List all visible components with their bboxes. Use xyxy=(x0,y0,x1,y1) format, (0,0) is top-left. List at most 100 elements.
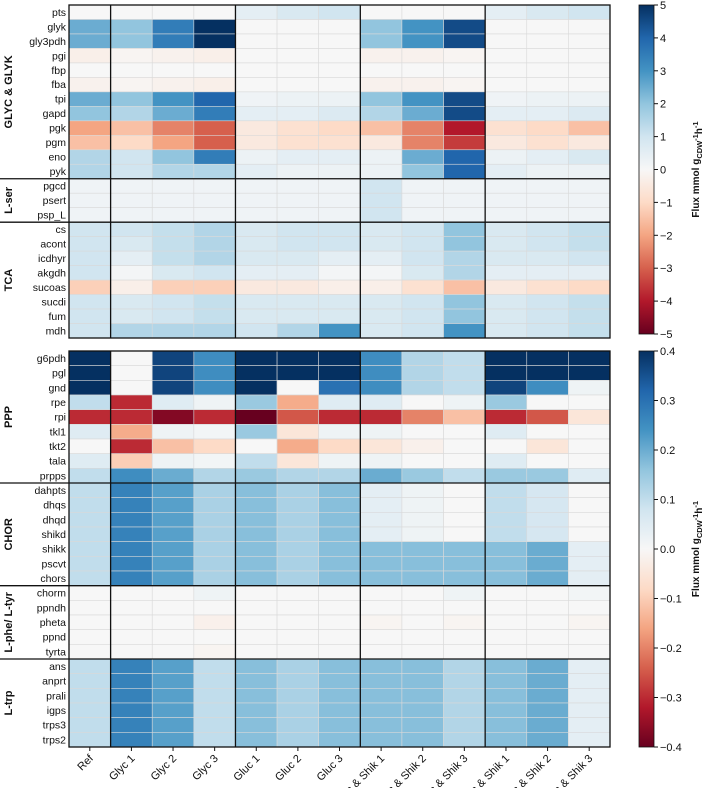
heatmap-cell xyxy=(443,526,486,542)
heatmap-cell xyxy=(235,556,278,572)
heatmap-cell xyxy=(318,279,361,295)
heatmap-cell xyxy=(443,702,486,718)
heatmap-panel-2: g6pdh pgl gnd rpe rpi tkl1 tkt2 tala prpps PPP dah… xyxy=(0,350,611,788)
heatmap-cell xyxy=(151,350,195,366)
heatmap-cell xyxy=(360,33,403,49)
heatmap-cell xyxy=(235,732,278,748)
heatmap-cell xyxy=(235,48,278,64)
heatmap-cell xyxy=(318,48,361,64)
heatmap-cell xyxy=(526,308,569,324)
colorbar-title-part: Flux mmol g xyxy=(691,538,702,597)
heatmap-cell xyxy=(276,717,319,733)
heatmap-cell xyxy=(276,497,319,513)
heatmap-cell xyxy=(276,308,319,324)
heatmap-cell xyxy=(443,629,486,645)
heatmap-cell xyxy=(235,135,278,151)
heatmap-cell xyxy=(235,526,278,542)
heatmap-cell xyxy=(568,453,611,469)
heatmap-cell xyxy=(235,33,278,49)
row-label: igps xyxy=(47,705,66,717)
heatmap-cell xyxy=(110,192,153,208)
heatmap-cell xyxy=(193,526,236,542)
heatmap-cell xyxy=(193,688,236,704)
row-label: pyk xyxy=(50,166,67,178)
heatmap-cell xyxy=(235,350,278,366)
row-label: rpi xyxy=(54,412,66,424)
heatmap-cell xyxy=(484,570,528,586)
heatmap-cell xyxy=(360,77,403,93)
heatmap-cell xyxy=(276,192,319,208)
heatmap-cell xyxy=(526,600,569,616)
heatmap-cell xyxy=(235,265,278,281)
heatmap-cell xyxy=(526,526,569,542)
heatmap-cell xyxy=(193,350,236,366)
heatmap-cell xyxy=(151,541,195,557)
heatmap-cell xyxy=(401,365,444,381)
heatmap-cell xyxy=(68,365,111,381)
heatmap-cell xyxy=(68,380,111,396)
heatmap-cell xyxy=(526,570,569,586)
heatmap-cell xyxy=(110,585,153,601)
heatmap-cell xyxy=(360,453,403,469)
heatmap-cell xyxy=(443,33,486,49)
heatmap-cell xyxy=(151,424,195,440)
heatmap-cell xyxy=(110,556,153,572)
heatmap-cell xyxy=(401,512,444,528)
heatmap-cell xyxy=(568,497,611,513)
column-label: Gluc 2 xyxy=(273,753,304,784)
heatmap-cell xyxy=(68,33,111,49)
heatmap-cell xyxy=(568,424,611,440)
heatmap-cell xyxy=(484,265,528,281)
heatmap-cell xyxy=(151,265,195,281)
heatmap-cell xyxy=(235,163,278,180)
heatmap-cell xyxy=(484,250,528,266)
heatmap-cell xyxy=(484,120,528,136)
heatmap-cell xyxy=(360,702,403,718)
heatmap-cell xyxy=(484,207,528,223)
group-label: L-trp xyxy=(3,690,15,715)
heatmap-cell xyxy=(318,62,361,78)
heatmap-cell xyxy=(526,294,569,310)
heatmap-cell xyxy=(193,236,236,252)
heatmap-cell xyxy=(526,673,569,689)
heatmap-cell xyxy=(193,33,236,49)
heatmap-cell xyxy=(484,600,528,616)
heatmap-cell xyxy=(318,308,361,324)
heatmap-cell xyxy=(318,482,361,498)
heatmap-cell xyxy=(484,380,528,396)
heatmap-cell xyxy=(401,658,444,674)
heatmap-cell xyxy=(151,673,195,689)
heatmap-cell xyxy=(443,91,486,107)
colorbar-tick-label: −0.3 xyxy=(660,693,682,705)
heatmap-cell xyxy=(360,221,403,237)
heatmap-cell xyxy=(526,149,569,165)
heatmap-cell xyxy=(401,192,444,208)
heatmap-cell xyxy=(68,323,111,339)
heatmap-cell xyxy=(276,409,319,425)
heatmap-cell xyxy=(193,365,236,381)
heatmap-cell xyxy=(401,350,444,366)
heatmap-cell xyxy=(360,4,403,20)
heatmap-cell xyxy=(360,688,403,704)
heatmap-cell xyxy=(276,77,319,93)
heatmap-cell xyxy=(318,556,361,572)
heatmap-cell xyxy=(526,424,569,440)
heatmap-cell xyxy=(193,629,236,645)
heatmap-cell xyxy=(401,570,444,586)
heatmap-cell xyxy=(360,279,403,295)
heatmap-cell xyxy=(110,570,153,586)
heatmap-cell xyxy=(484,279,528,295)
heatmap-cell xyxy=(568,570,611,586)
heatmap-cell xyxy=(568,658,611,674)
heatmap-cell xyxy=(68,673,111,689)
row-label: cs xyxy=(56,224,67,236)
colorbar-tick-label: −2 xyxy=(660,230,673,242)
heatmap-cell xyxy=(401,526,444,542)
row-label: pgl xyxy=(52,368,66,380)
heatmap-cell xyxy=(235,424,278,440)
heatmap-cell xyxy=(443,644,486,660)
heatmap-cell xyxy=(526,438,569,454)
heatmap-cell xyxy=(235,91,278,107)
colorbar-title-part: CDW xyxy=(695,140,704,159)
heatmap-cell xyxy=(235,482,278,498)
